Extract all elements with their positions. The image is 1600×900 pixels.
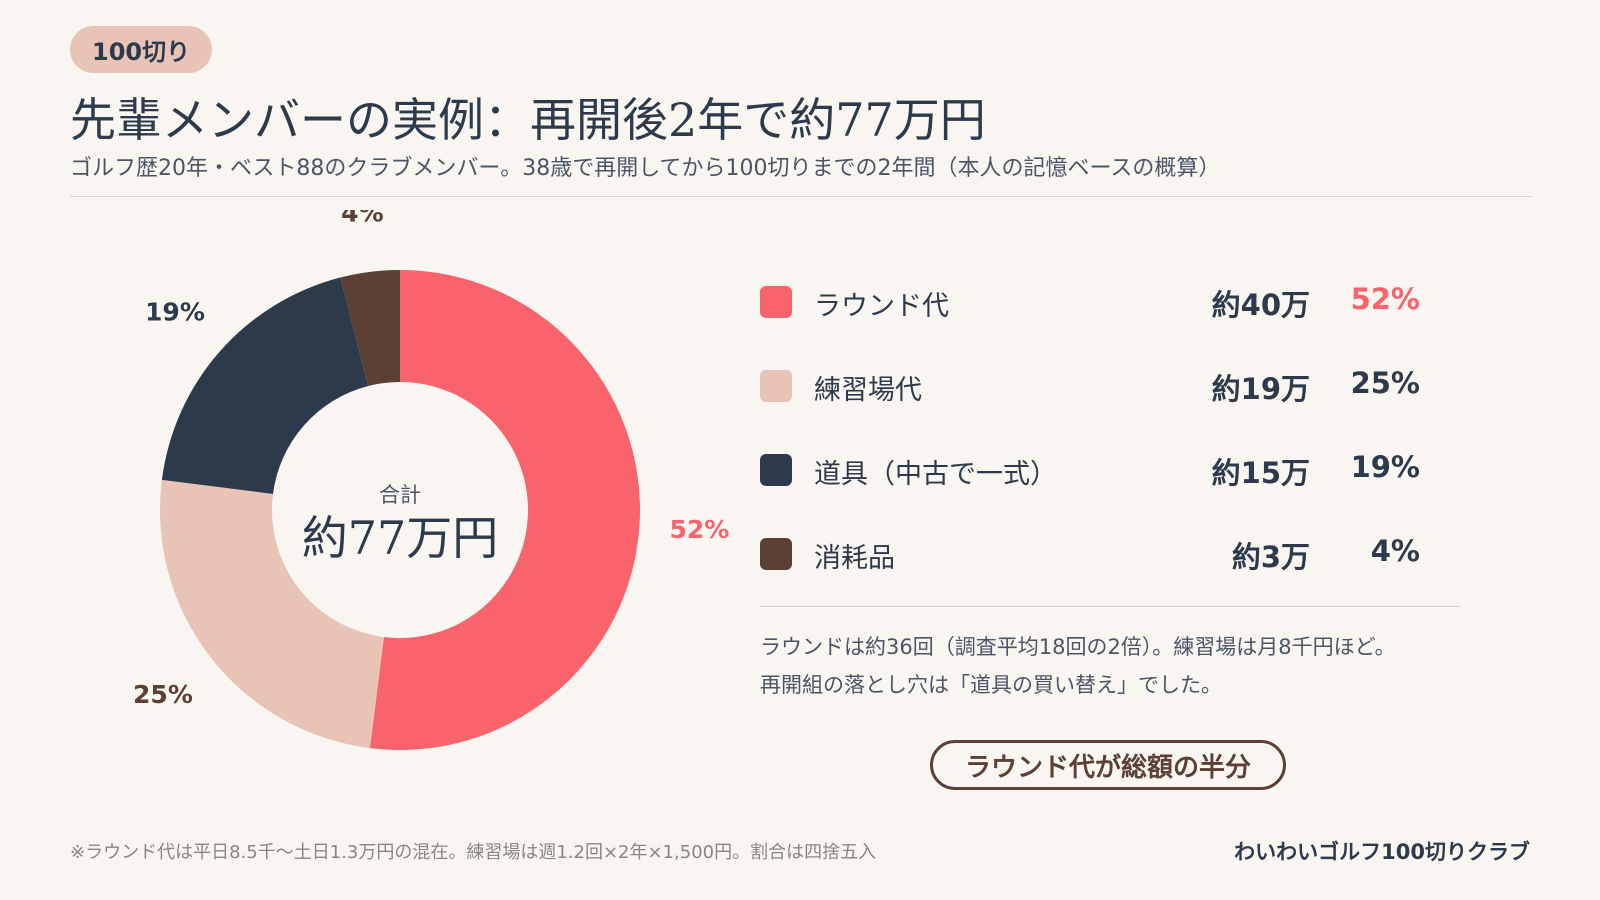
legend-row-gear: 道具（中古で一式） 約15万 19% [760,446,1450,530]
callout-badge: ラウンド代が総額の半分 [930,740,1286,790]
legend-row-round: ラウンド代 約40万 52% [760,278,1450,362]
slice-consumables [340,270,400,387]
legend-row-consumables: 消耗品 約3万 4% [760,530,1450,614]
slice-round [369,270,640,750]
legend-divider [760,606,1460,607]
note-line-1: ラウンドは約36回（調査平均18回の2倍）。練習場は月8千円ほど。 [760,635,1396,659]
brand-name: わいわいゴルフ100切りクラブ [1234,840,1530,864]
legend-swatch [760,538,792,570]
legend-amount: 約15万 [1211,456,1310,490]
center-value: 約77万円 [302,511,499,565]
legend-label: 道具（中古で一式） [814,459,1057,490]
center-label: 合計 [379,483,421,507]
legend-percent: 52% [1350,282,1420,316]
donut-slices [160,270,640,750]
legend-amount: 約3万 [1231,540,1310,574]
legend-label: 練習場代 [814,375,922,406]
footnote: ※ラウンド代は平日8.5千〜土日1.3万円の混在。練習場は週1.2回×2年×1,… [70,842,877,863]
legend-swatch [760,370,792,402]
slice-percent-label: 52% [669,515,729,544]
slice-range [160,479,384,749]
legend: ラウンド代 約40万 52% 練習場代 約19万 25% 道具（中古で一式） 約… [760,278,1450,614]
legend-row-range: 練習場代 約19万 25% [760,362,1450,446]
explanation-note: ラウンドは約36回（調査平均18回の2倍）。練習場は月8千円ほど。 再開組の落と… [760,628,1396,704]
slice-percent-label: 4% [341,210,383,227]
legend-label: 消耗品 [814,543,895,574]
slice-percent-label: 25% [133,680,193,709]
legend-swatch [760,454,792,486]
legend-percent: 4% [1370,534,1420,568]
legend-percent: 25% [1350,366,1420,400]
page-title: 先輩メンバーの実例：再開後2年で約77万円 [70,93,986,147]
legend-amount: 約19万 [1211,372,1310,406]
legend-amount: 約40万 [1211,288,1310,322]
header-divider [70,196,1532,197]
note-line-2: 再開組の落とし穴は「道具の買い替え」でした。 [760,673,1222,697]
category-tag: 100切り [70,26,213,73]
slice-gear [161,277,369,494]
legend-label: ラウンド代 [814,291,949,322]
legend-swatch [760,286,792,318]
donut-chart: 52% 25% 19% 4% 合計 約77万円 [133,210,729,750]
page-subtitle: ゴルフ歴20年・ベスト88のクラブメンバー。38歳で再開してから100切りまでの… [70,156,1221,181]
slice-percent-label: 19% [145,298,205,327]
legend-percent: 19% [1350,450,1420,484]
slice-labels: 52% 25% 19% 4% [133,210,729,709]
